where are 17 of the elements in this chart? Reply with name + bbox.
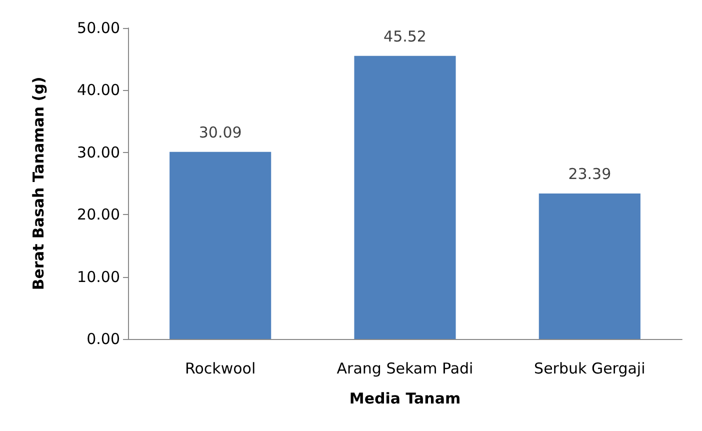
y-tick-label: 10.00 bbox=[77, 268, 120, 286]
x-axis-title: Media Tanam bbox=[349, 390, 461, 408]
y-tick-label: 0.00 bbox=[86, 330, 120, 348]
x-tick-label: Rockwool bbox=[185, 360, 256, 378]
x-tick-label: Serbuk Gergaji bbox=[534, 360, 646, 378]
bar bbox=[538, 194, 640, 339]
y-tick-label: 20.00 bbox=[77, 206, 120, 224]
data-label: 23.39 bbox=[568, 165, 612, 184]
x-tick-label: Arang Sekam Padi bbox=[336, 360, 474, 378]
y-axis-title: Berat Basah Tanaman (g) bbox=[30, 76, 48, 290]
y-tick-label: 40.00 bbox=[77, 81, 120, 100]
bar bbox=[170, 152, 272, 339]
data-label: 30.09 bbox=[198, 123, 242, 142]
data-label: 45.52 bbox=[384, 27, 426, 46]
bar bbox=[354, 56, 456, 339]
y-tick-label: 50.00 bbox=[77, 19, 120, 37]
y-tick-label: 30.00 bbox=[77, 143, 120, 162]
